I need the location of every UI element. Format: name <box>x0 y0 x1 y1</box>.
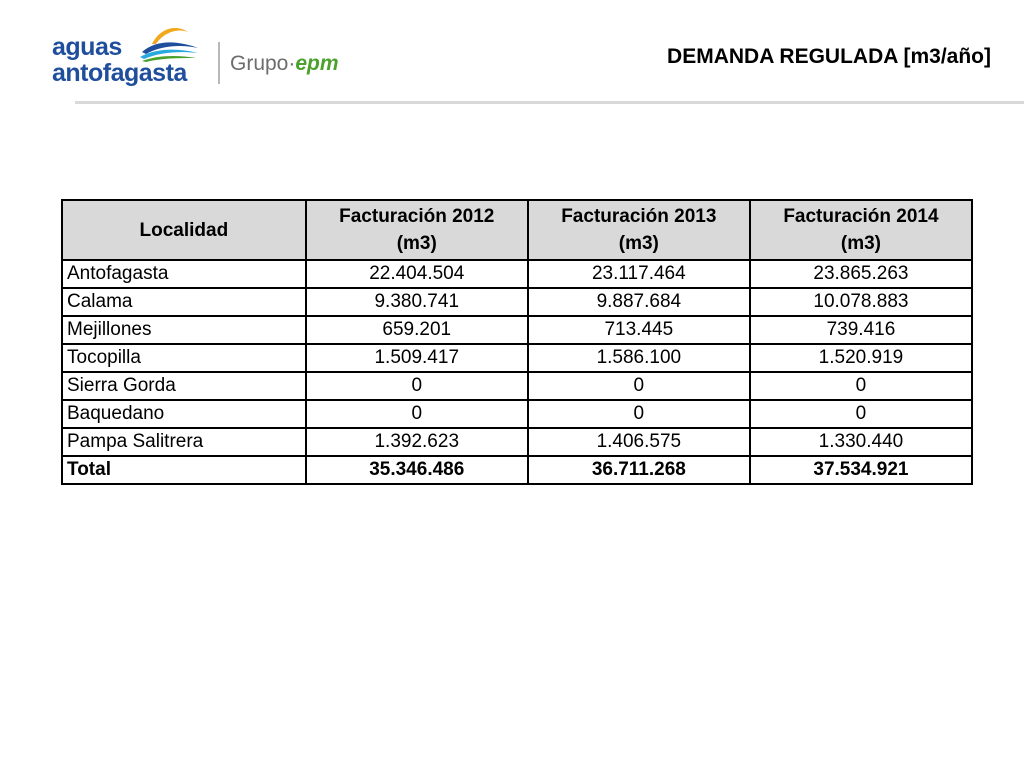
cell-2014: 1.330.440 <box>748 427 974 457</box>
table-row: Calama 9.380.741 9.887.684 10.078.883 <box>61 287 974 317</box>
cell-2013: 0 <box>526 371 751 401</box>
table-header-row: Localidad Facturación 2012 (m3) Facturac… <box>61 199 974 261</box>
cell-2014: 1.520.919 <box>748 343 974 373</box>
logo-divider <box>218 42 220 84</box>
header-localidad-label: Localidad <box>139 219 229 241</box>
table-row: Baquedano 0 0 0 <box>61 399 974 429</box>
cell-2013: 23.117.464 <box>526 259 751 289</box>
cell-2012: 22.404.504 <box>304 259 529 289</box>
cell-2013: 713.445 <box>526 315 751 345</box>
cell-2012: 1.392.623 <box>304 427 529 457</box>
header-facturacion-2014: Facturación 2014 (m3) <box>748 199 974 261</box>
cell-2014: 0 <box>748 371 974 401</box>
demand-table: Localidad Facturación 2012 (m3) Facturac… <box>61 199 974 485</box>
header-localidad: Localidad <box>61 199 307 261</box>
cell-localidad: Baquedano <box>61 399 307 429</box>
aguas-antofagasta-logo: aguas antofagasta Grupo·epm <box>50 22 370 94</box>
cell-2013: 1.586.100 <box>526 343 751 373</box>
cell-2012: 1.509.417 <box>304 343 529 373</box>
header-label: Facturación 2014 <box>783 206 939 227</box>
cell-localidad: Pampa Salitrera <box>61 427 307 457</box>
table-row: Mejillones 659.201 713.445 739.416 <box>61 315 974 345</box>
cell-2014: 10.078.883 <box>748 287 974 317</box>
cell-total-2013: 36.711.268 <box>526 455 751 485</box>
logo-text-aguas: aguas <box>52 33 122 61</box>
logo-text-antofagasta: antofagasta <box>52 59 187 87</box>
header-unit: (m3) <box>618 233 659 254</box>
cell-2013: 1.406.575 <box>526 427 751 457</box>
header-unit: (m3) <box>840 233 881 254</box>
table-row: Pampa Salitrera 1.392.623 1.406.575 1.33… <box>61 427 974 457</box>
page-title: DEMANDA REGULADA [m3/año] <box>667 45 991 68</box>
cell-localidad: Mejillones <box>61 315 307 345</box>
cell-2014: 739.416 <box>748 315 974 345</box>
header-label: Facturación 2012 <box>339 206 495 227</box>
table-row: Tocopilla 1.509.417 1.586.100 1.520.919 <box>61 343 974 373</box>
cell-total-2014: 37.534.921 <box>748 455 974 485</box>
logo-text-grupo: Grupo· <box>230 52 296 75</box>
cell-2014: 23.865.263 <box>748 259 974 289</box>
cell-total-label: Total <box>61 455 307 485</box>
header-divider <box>75 101 1024 104</box>
cell-total-2012: 35.346.486 <box>304 455 529 485</box>
cell-2012: 659.201 <box>304 315 529 345</box>
cell-localidad: Calama <box>61 287 307 317</box>
cell-2013: 0 <box>526 399 751 429</box>
header-facturacion-2013: Facturación 2013 (m3) <box>526 199 751 261</box>
grupo-epm-logo: Grupo·epm <box>230 52 339 76</box>
cell-2012: 9.380.741 <box>304 287 529 317</box>
cell-2014: 0 <box>748 399 974 429</box>
table-row: Antofagasta 22.404.504 23.117.464 23.865… <box>61 259 974 289</box>
table-row: Sierra Gorda 0 0 0 <box>61 371 974 401</box>
cell-localidad: Antofagasta <box>61 259 307 289</box>
header-label: Facturación 2013 <box>561 206 717 227</box>
cell-localidad: Sierra Gorda <box>61 371 307 401</box>
wave-icon <box>140 28 198 62</box>
cell-2013: 9.887.684 <box>526 287 751 317</box>
cell-2012: 0 <box>304 371 529 401</box>
logo-text-epm: epm <box>295 52 339 75</box>
header-facturacion-2012: Facturación 2012 (m3) <box>304 199 529 261</box>
header-unit: (m3) <box>396 233 437 254</box>
cell-2012: 0 <box>304 399 529 429</box>
cell-localidad: Tocopilla <box>61 343 307 373</box>
table-total-row: Total 35.346.486 36.711.268 37.534.921 <box>61 455 974 485</box>
